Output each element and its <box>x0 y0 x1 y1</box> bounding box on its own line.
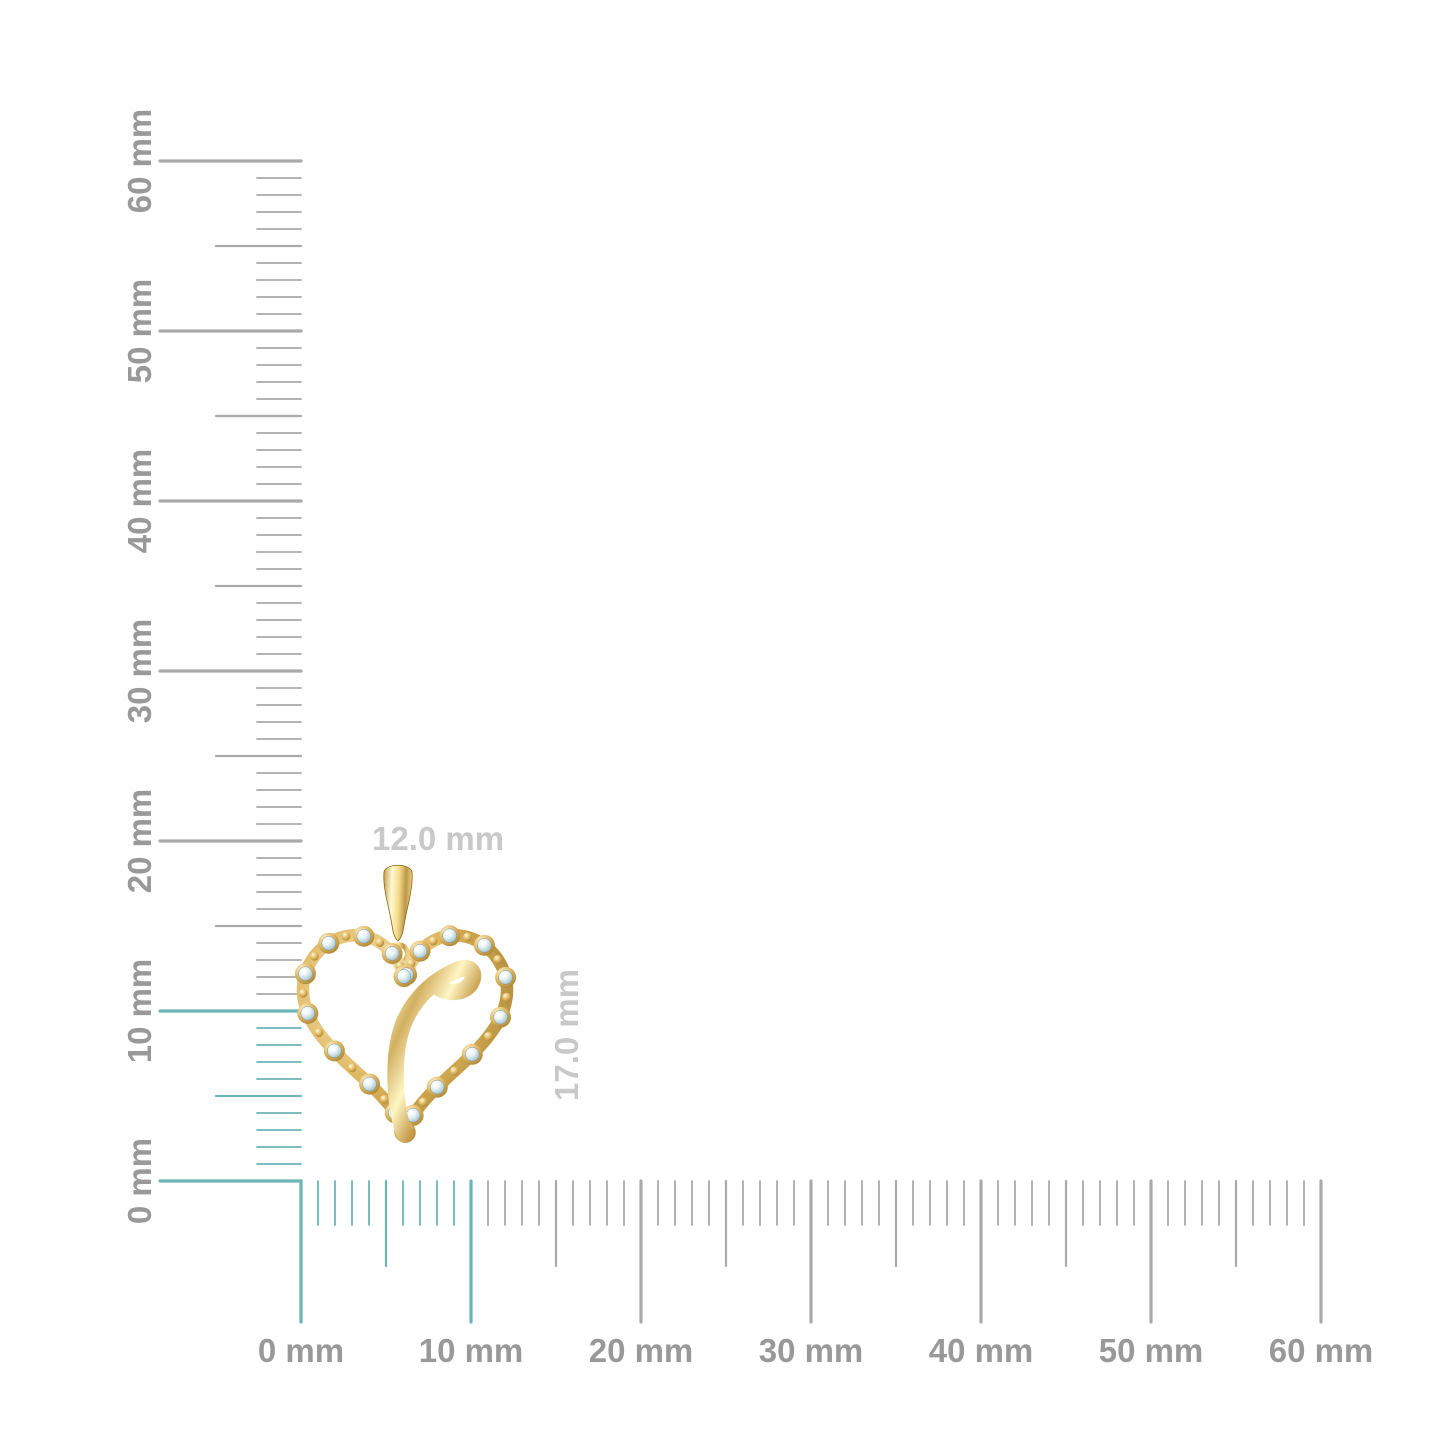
svg-text:10 mm: 10 mm <box>121 959 158 1064</box>
svg-text:30 mm: 30 mm <box>759 1332 864 1369</box>
svg-text:60 mm: 60 mm <box>121 109 158 214</box>
svg-text:30 mm: 30 mm <box>121 619 158 724</box>
svg-text:10 mm: 10 mm <box>419 1332 524 1369</box>
svg-text:0 mm: 0 mm <box>121 1138 158 1224</box>
svg-text:20 mm: 20 mm <box>121 789 158 894</box>
svg-text:17.0 mm: 17.0 mm <box>548 969 585 1101</box>
svg-text:12.0 mm: 12.0 mm <box>372 820 504 857</box>
svg-text:40 mm: 40 mm <box>929 1332 1034 1369</box>
svg-text:40 mm: 40 mm <box>121 449 158 554</box>
svg-text:50 mm: 50 mm <box>121 279 158 384</box>
svg-text:60 mm: 60 mm <box>1269 1332 1374 1369</box>
svg-text:20 mm: 20 mm <box>589 1332 694 1369</box>
svg-text:50 mm: 50 mm <box>1099 1332 1204 1369</box>
svg-text:0 mm: 0 mm <box>258 1332 344 1369</box>
